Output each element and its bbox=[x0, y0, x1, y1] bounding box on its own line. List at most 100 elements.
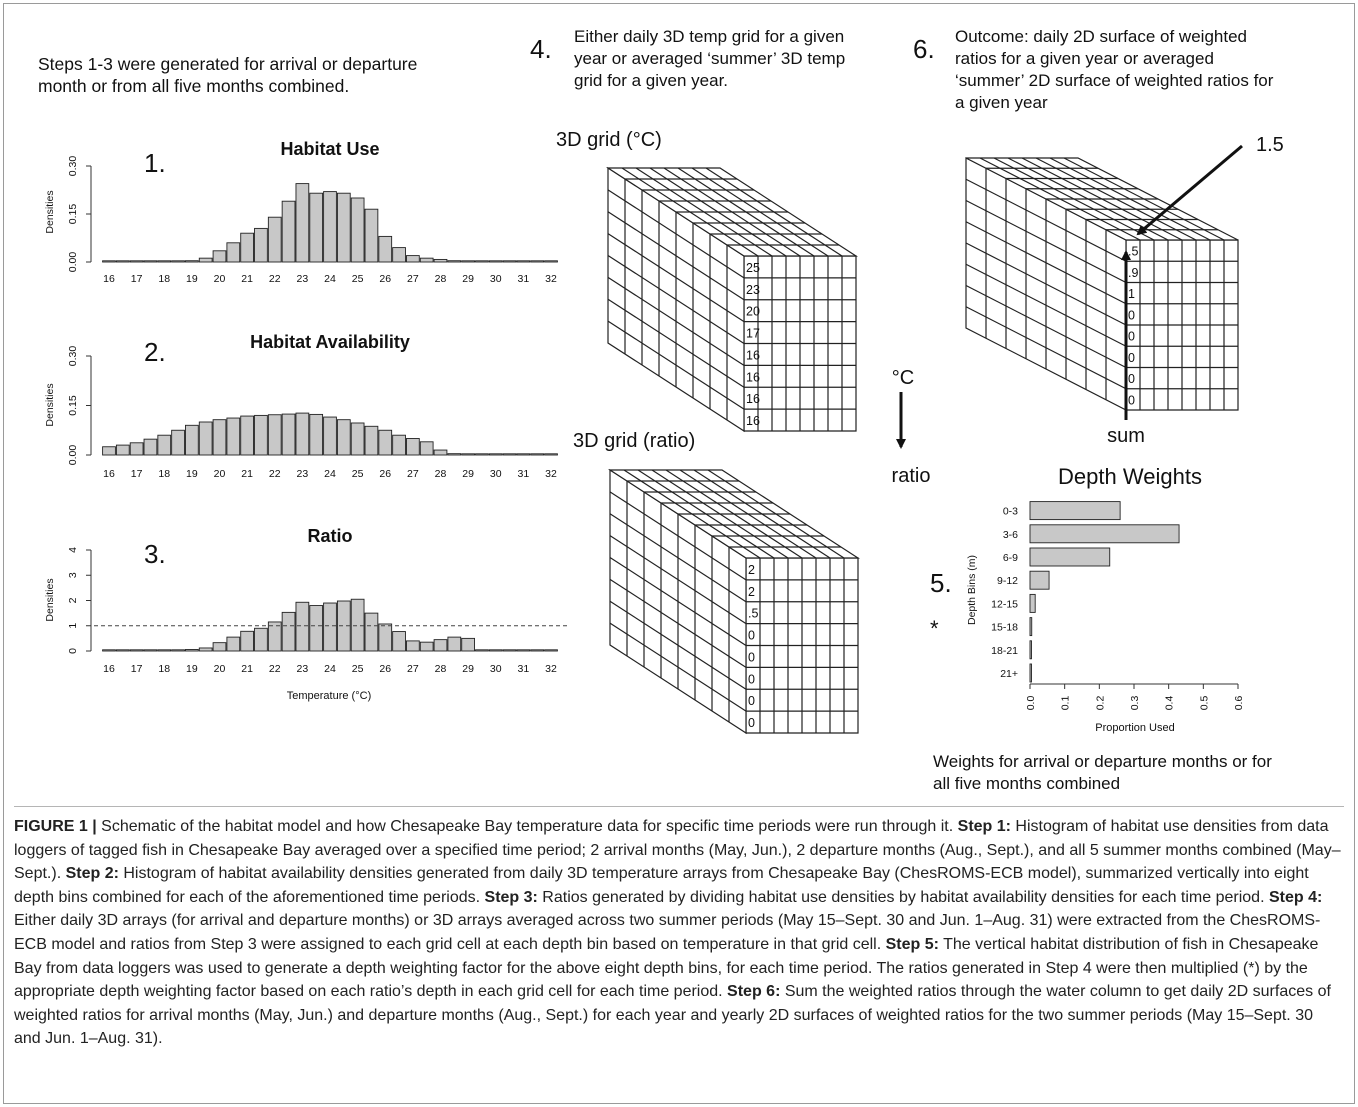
habitat-availability-title: Habitat Availability bbox=[250, 332, 410, 352]
grid-cell-value: 25 bbox=[746, 261, 760, 275]
x-tick-label: 28 bbox=[435, 663, 447, 675]
habitat-use-title: Habitat Use bbox=[280, 139, 379, 159]
histogram-bar bbox=[212, 419, 227, 456]
y-tick-label: 3 bbox=[67, 572, 79, 578]
x-tick-label: 27 bbox=[407, 663, 419, 675]
x-tick-label: 31 bbox=[518, 273, 530, 285]
x-tick-label: 0.1 bbox=[1060, 696, 1072, 711]
top-grid-line bbox=[691, 167, 829, 257]
y-tick-label: 0.30 bbox=[67, 156, 79, 177]
temperature-axis-label: Temperature (°C) bbox=[287, 690, 371, 702]
multiply-star: * bbox=[930, 616, 939, 641]
histogram-bar bbox=[254, 414, 268, 456]
x-tick-label: 0.0 bbox=[1025, 696, 1037, 711]
grid-cell-value: 0 bbox=[1128, 393, 1135, 407]
temp-3d-grid: 25 23 20 17 16 16 16 16 bbox=[605, 166, 859, 433]
depth-bin-label: 0-3 bbox=[1003, 506, 1018, 518]
histogram-bar bbox=[516, 453, 531, 456]
histogram-bar bbox=[336, 192, 351, 263]
histogram-bar bbox=[336, 600, 351, 652]
histogram-bar bbox=[475, 453, 489, 456]
histogram-bar bbox=[143, 260, 158, 263]
x-tick-label: 25 bbox=[352, 273, 364, 285]
result-label: 1.5 bbox=[1256, 134, 1284, 156]
x-tick-label: 21 bbox=[241, 468, 253, 480]
grid-cell-value: 0 bbox=[748, 716, 755, 730]
histogram-bar bbox=[281, 413, 296, 456]
temp-grid-label: 3D grid (°C) bbox=[556, 129, 662, 151]
histogram-bar bbox=[171, 649, 185, 652]
x-tick-label: 23 bbox=[297, 273, 309, 285]
depth-weight-bar bbox=[1029, 617, 1033, 637]
depth-weight-bar bbox=[1029, 524, 1180, 544]
x-tick-label: 21 bbox=[241, 273, 253, 285]
grid-cell-value: 17 bbox=[746, 327, 760, 341]
step-6-line-2: ratios for a given year or averaged bbox=[955, 49, 1214, 68]
x-tick-label: 22 bbox=[269, 663, 281, 675]
histogram-bar bbox=[530, 649, 545, 652]
histogram-bar bbox=[240, 630, 254, 652]
step-3-number: 3. bbox=[144, 539, 166, 569]
top-grid-line bbox=[693, 469, 831, 559]
figure-caption: FIGURE 1 | Schematic of the habitat mode… bbox=[14, 806, 1344, 1100]
grid-cell-value: 16 bbox=[746, 414, 760, 428]
histogram-bar bbox=[240, 232, 254, 263]
histogram-bar bbox=[198, 257, 213, 263]
histogram-bar bbox=[378, 235, 393, 263]
histogram-bar bbox=[281, 611, 296, 652]
histogram-bar bbox=[516, 649, 531, 652]
top-grid-line bbox=[1049, 157, 1211, 241]
ratio-title: Ratio bbox=[308, 526, 353, 546]
side-grid-line bbox=[607, 320, 745, 410]
grid-cell-value: 2 bbox=[748, 563, 755, 577]
histogram-bar bbox=[364, 612, 379, 652]
side-grid-line bbox=[965, 263, 1127, 347]
histogram-bar bbox=[350, 422, 365, 456]
caption-step-5: The vertical habitat distribution of fis… bbox=[14, 935, 1319, 1001]
step-6-line-4: a given year bbox=[955, 93, 1048, 112]
x-tick-label: 0.6 bbox=[1233, 696, 1245, 711]
x-tick-label: 26 bbox=[379, 468, 391, 480]
histogram-bar bbox=[129, 260, 144, 263]
step-4-line-2: year or averaged ‘summer’ 3D temp bbox=[574, 49, 845, 68]
histogram-bar bbox=[254, 227, 268, 263]
histogram-bar bbox=[419, 441, 434, 456]
y-tick-label: 0.00 bbox=[67, 445, 79, 466]
x-tick-label: 0.5 bbox=[1198, 696, 1210, 711]
histogram-bar bbox=[143, 649, 158, 652]
histogram-bar bbox=[447, 453, 462, 456]
step-6-line-1: Outcome: daily 2D surface of weighted bbox=[955, 27, 1247, 46]
depth-bins-ylabel: Depth Bins (m) bbox=[966, 555, 978, 625]
x-tick-label: 0.3 bbox=[1129, 696, 1141, 711]
y-tick-label: 0.15 bbox=[67, 395, 79, 416]
histogram-bar bbox=[171, 429, 185, 456]
caption-step-5-label: Step 5: bbox=[885, 935, 939, 953]
y-tick-label: 4 bbox=[67, 547, 79, 553]
x-tick-label: 24 bbox=[324, 273, 336, 285]
histogram-bar bbox=[475, 260, 489, 263]
side-grid-line bbox=[609, 578, 747, 668]
histogram-bar bbox=[378, 429, 393, 456]
caption-step-6-label: Step 6: bbox=[727, 983, 781, 1001]
x-tick-label: 29 bbox=[462, 468, 474, 480]
depth-bin-label: 15-18 bbox=[991, 622, 1018, 634]
habitat-availability-ylabel: Densities bbox=[44, 383, 56, 426]
grid-cell-value: .5 bbox=[1128, 245, 1138, 259]
caption-step-1-label: Step 1: bbox=[957, 818, 1011, 835]
histogram-bar bbox=[281, 200, 296, 263]
histogram-bar bbox=[115, 444, 130, 456]
histogram-bar bbox=[226, 636, 241, 652]
histogram-bar bbox=[488, 453, 503, 456]
histogram-bar bbox=[198, 421, 213, 456]
grid-cell-value: 2 bbox=[748, 585, 755, 599]
step-4-line-1: Either daily 3D temp grid for a given bbox=[574, 27, 844, 46]
depth-bin-label: 21+ bbox=[1000, 668, 1018, 680]
depth-bin-label: 6-9 bbox=[1003, 552, 1018, 564]
histogram-bar bbox=[254, 627, 268, 652]
histogram-bar bbox=[171, 260, 185, 263]
histogram-bar bbox=[295, 601, 310, 652]
figure-diagram: Steps 1-3 were generated for arrival or … bbox=[38, 27, 1284, 793]
histogram-bar bbox=[323, 602, 337, 652]
histogram-bar bbox=[433, 258, 448, 263]
histogram-bar bbox=[129, 442, 144, 456]
